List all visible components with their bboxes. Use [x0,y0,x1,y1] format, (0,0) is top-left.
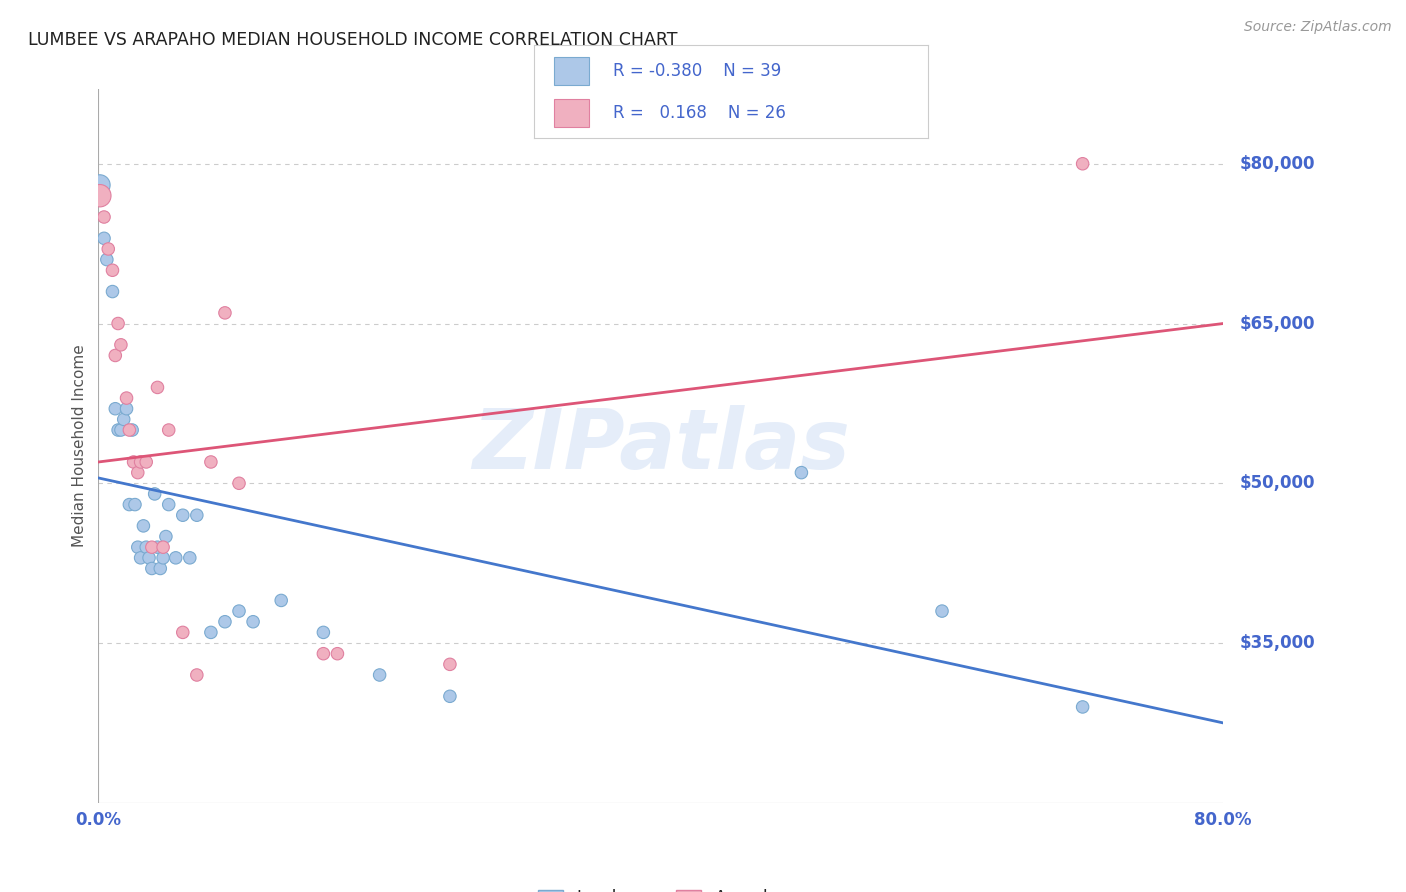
Text: R =   0.168    N = 26: R = 0.168 N = 26 [613,104,786,122]
Point [104,401,127,416]
Point [112,412,135,426]
Text: ZIPatlas: ZIPatlas [472,406,849,486]
Text: $65,000: $65,000 [1240,315,1316,333]
Point [141,540,163,554]
Point [118,423,141,437]
Point [107,423,129,437]
Point [101,285,124,299]
Point [101,263,124,277]
Point [93,231,115,245]
Point [439,690,461,704]
Point [132,519,155,533]
Point [270,593,292,607]
Point [146,380,169,394]
Point [89,188,111,202]
Point [172,508,194,523]
Bar [554,57,589,85]
Point [214,615,236,629]
Point [157,423,180,437]
Point [152,550,174,565]
Point [157,498,180,512]
Point [214,306,236,320]
Point [96,252,118,267]
Point [312,625,335,640]
Legend: Lumbee, Arapaho: Lumbee, Arapaho [531,882,790,892]
Point [129,550,152,565]
Point [1071,700,1094,714]
Point [127,540,149,554]
Point [155,529,177,543]
Point [107,317,129,331]
Point [152,540,174,554]
Point [200,625,222,640]
Text: $50,000: $50,000 [1240,475,1316,492]
Point [146,540,169,554]
Point [931,604,953,618]
Point [186,668,208,682]
Point [89,178,111,192]
Point [93,210,115,224]
Point [118,498,141,512]
Point [326,647,349,661]
Point [135,455,157,469]
Point [115,401,138,416]
Point [790,466,813,480]
Bar [554,99,589,127]
Point [200,455,222,469]
Point [135,540,157,554]
Point [122,455,145,469]
Point [121,423,143,437]
Point [104,349,127,363]
Point [228,476,250,491]
Point [115,391,138,405]
Point [165,550,187,565]
Point [439,657,461,672]
Point [110,423,132,437]
Point [110,338,132,352]
Text: $35,000: $35,000 [1240,634,1316,652]
Point [129,455,152,469]
Point [127,466,149,480]
Point [228,604,250,618]
Text: $80,000: $80,000 [1240,154,1316,173]
Point [124,498,146,512]
Text: R = -0.380    N = 39: R = -0.380 N = 39 [613,62,782,79]
Point [149,561,172,575]
Point [186,508,208,523]
Point [141,561,163,575]
Point [138,550,160,565]
Point [97,242,120,256]
Text: LUMBEE VS ARAPAHO MEDIAN HOUSEHOLD INCOME CORRELATION CHART: LUMBEE VS ARAPAHO MEDIAN HOUSEHOLD INCOM… [28,31,678,49]
Point [368,668,391,682]
Point [312,647,335,661]
Point [143,487,166,501]
Text: Source: ZipAtlas.com: Source: ZipAtlas.com [1244,20,1392,34]
Point [242,615,264,629]
Y-axis label: Median Household Income: Median Household Income [72,344,87,548]
Point [1071,157,1094,171]
Point [172,625,194,640]
Point [179,550,201,565]
